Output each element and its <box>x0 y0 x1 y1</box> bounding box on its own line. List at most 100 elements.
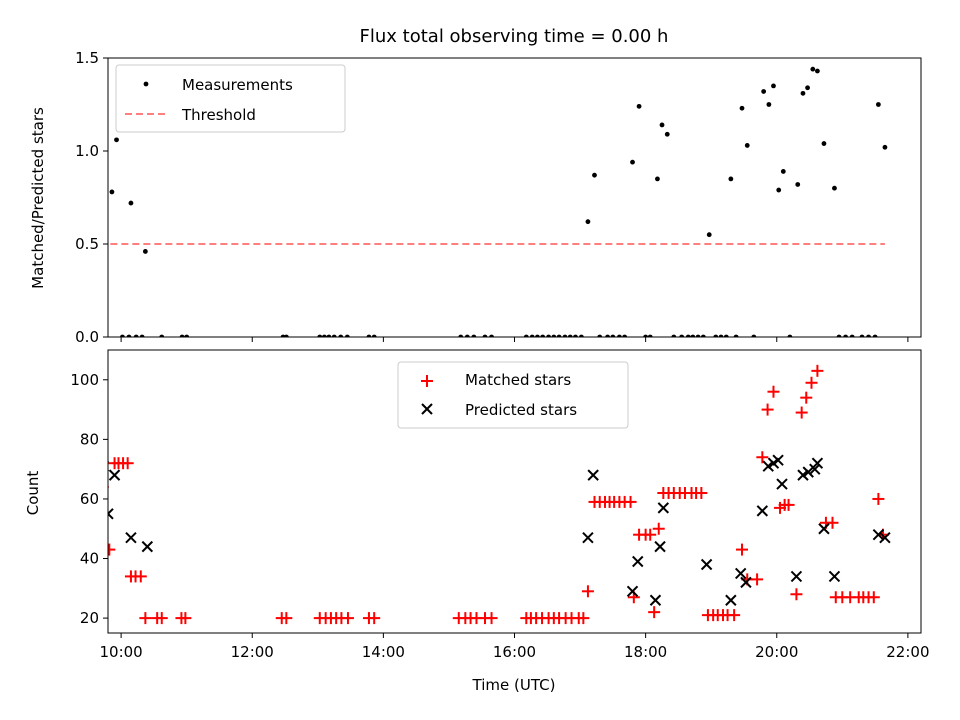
measurement-point <box>142 249 148 254</box>
measurement-point <box>338 334 344 337</box>
predicted-star-point <box>725 594 737 606</box>
top-panel: 0.0 0.5 1.0 1.5 Matched/Predicted stars Mea… <box>29 49 922 346</box>
matched-star-point <box>179 612 192 625</box>
measurement-point <box>535 334 540 337</box>
predicted-star-point <box>811 457 824 469</box>
measurement-point <box>706 232 712 238</box>
predicted-star-point <box>582 531 594 544</box>
measurement-point <box>832 185 837 191</box>
measurement-point <box>482 334 488 337</box>
measurement-point <box>795 182 801 187</box>
measurement-point <box>630 159 635 165</box>
measurement-point <box>283 334 289 337</box>
measurement-point <box>366 334 372 337</box>
predicted-star-stroke <box>872 528 885 541</box>
legend-measurements-marker <box>143 81 149 87</box>
predicted-star-stroke <box>879 531 891 544</box>
predicted-star-point <box>818 523 830 535</box>
bottom-legend-box <box>397 361 629 429</box>
measurement-point <box>679 334 685 337</box>
measurement-point <box>128 200 134 206</box>
matched-star-point <box>867 591 880 604</box>
measurement-point <box>573 334 578 337</box>
predicted-star-stroke <box>802 466 814 478</box>
bottom-y-tick-label: 80 <box>80 430 99 448</box>
matched-star-point <box>756 451 769 464</box>
matched-star-point <box>736 543 749 556</box>
measurement-point <box>371 334 377 337</box>
measurement-point <box>546 334 551 337</box>
measurement-point <box>321 334 327 337</box>
legend-measurements-label: Measurements <box>182 76 293 94</box>
matched-star-point <box>280 612 293 625</box>
measurement-point <box>464 334 470 337</box>
measurement-point <box>597 334 603 337</box>
measurement-point <box>489 334 494 337</box>
bottom-x-tick-label: 16:00 <box>493 643 536 661</box>
predicted-star-point <box>756 505 769 517</box>
measurement-point <box>636 103 642 109</box>
bottom-y-tick-label: 60 <box>80 490 99 508</box>
measurement-point <box>866 334 871 337</box>
bottom-x-tick-label: 12:00 <box>231 643 274 661</box>
measurement-point <box>695 334 701 337</box>
predicted-star-stroke <box>626 585 639 598</box>
predicted-star-stroke <box>734 567 747 580</box>
measurement-point <box>733 334 739 337</box>
predicted-star-point <box>762 460 774 472</box>
predicted-star-point <box>108 469 121 481</box>
measurement-point <box>471 334 477 337</box>
predicted-star-point <box>740 576 752 589</box>
top-plot-area <box>108 66 888 337</box>
matched-star-point <box>761 403 774 416</box>
matched-star-point <box>800 391 813 404</box>
bottom-x-tick-label: 22:00 <box>886 643 929 661</box>
measurement-point <box>821 141 827 146</box>
measurement-point <box>120 334 125 337</box>
measurement-point <box>659 122 665 128</box>
predicted-star-stroke <box>828 570 841 583</box>
measurement-point <box>585 219 591 225</box>
matched-star-point <box>826 516 839 529</box>
predicted-star-stroke <box>657 502 670 514</box>
predicted-star-stroke <box>108 508 114 516</box>
measurement-point <box>723 334 729 337</box>
predicted-star-point <box>828 570 841 583</box>
predicted-star-point <box>108 508 114 520</box>
measurement-point <box>761 89 767 94</box>
measurement-point <box>647 334 653 337</box>
measurement-point <box>671 334 677 337</box>
predicted-star-stroke <box>700 558 713 571</box>
measurement-point <box>592 172 597 178</box>
bottom-x-tick-label: 18:00 <box>624 643 667 661</box>
measurement-point <box>690 334 696 337</box>
predicted-star-stroke <box>809 463 821 475</box>
measurement-point <box>780 169 786 174</box>
predicted-star-point <box>772 454 784 466</box>
predicted-star-stroke <box>108 512 114 520</box>
top-legend-box <box>115 64 346 133</box>
measurement-point <box>843 334 849 337</box>
matched-star-point <box>644 528 657 541</box>
top-y-tick-label: 0.5 <box>75 235 99 253</box>
bottom-x-tick-label: 20:00 <box>755 643 798 661</box>
predicted-star-point <box>649 594 662 606</box>
predicted-star-stroke <box>797 469 809 481</box>
predicted-star-stroke <box>776 478 788 490</box>
measurement-point <box>776 187 782 193</box>
measurement-point <box>664 131 670 137</box>
measurement-point <box>836 334 842 337</box>
predicted-star-stroke <box>756 505 769 517</box>
predicted-star-point <box>657 502 670 514</box>
matched-star-point <box>790 588 803 601</box>
top-y-tick-label: 0.0 <box>75 328 99 346</box>
measurement-point <box>617 334 622 337</box>
bottom-y-tick-label: 20 <box>80 609 99 627</box>
top-y-tick-label: 1.0 <box>75 142 99 160</box>
matched-star-point <box>648 606 661 619</box>
predicted-star-stroke <box>790 570 803 583</box>
predicted-star-point <box>809 463 821 475</box>
measurement-point <box>622 334 628 337</box>
bottom-y-axis-label: Count <box>24 471 42 516</box>
measurement-point <box>744 143 750 148</box>
